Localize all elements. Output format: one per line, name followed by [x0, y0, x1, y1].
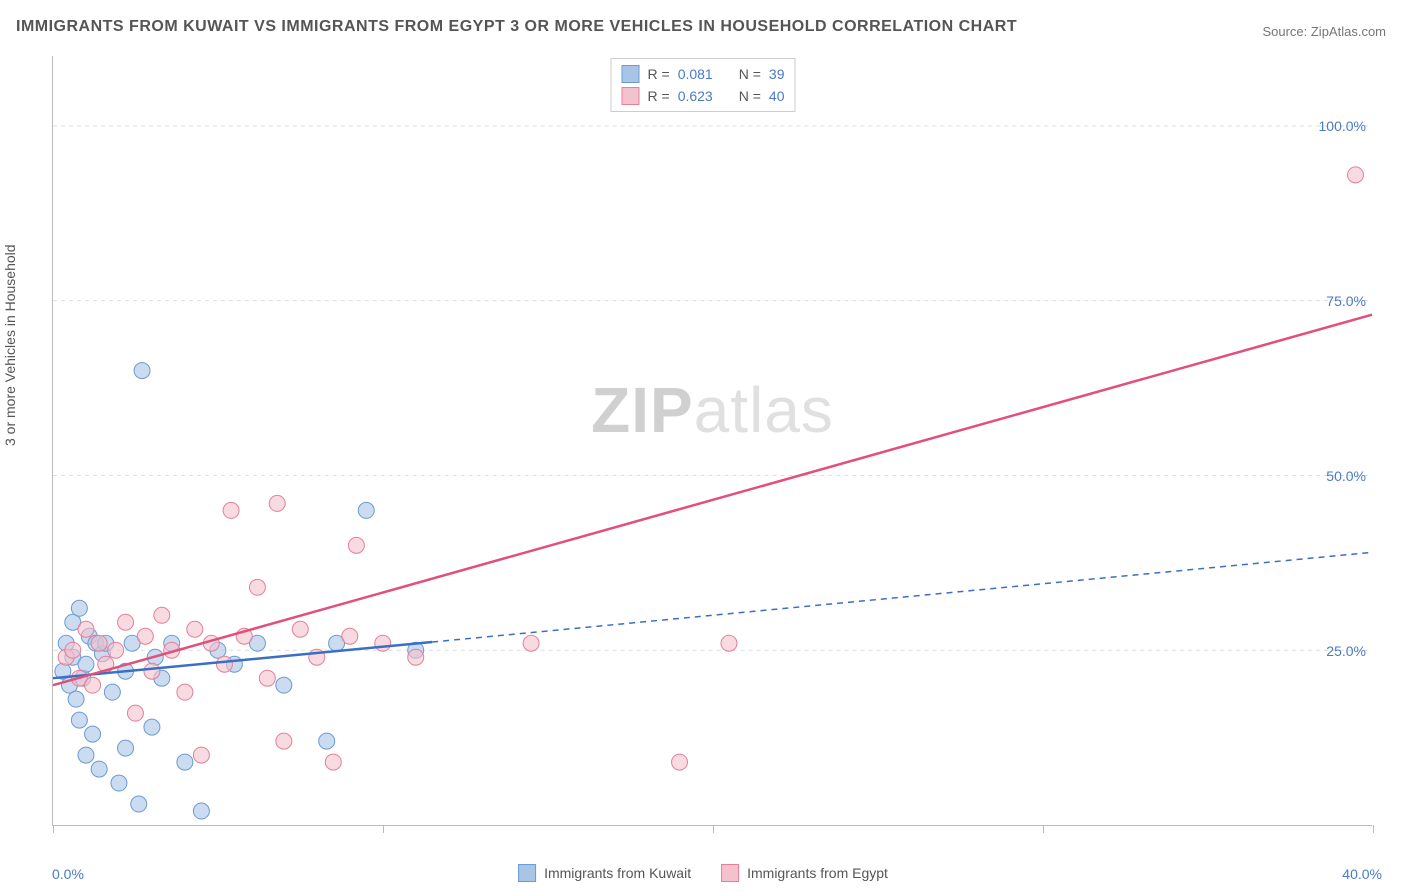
legend-row-egypt: R = 0.623 N = 40 — [622, 85, 785, 107]
data-point — [721, 635, 737, 651]
data-point — [269, 495, 285, 511]
legend-swatch-egypt-icon — [721, 864, 739, 882]
data-point — [91, 635, 107, 651]
data-point — [177, 754, 193, 770]
x-tick — [383, 825, 384, 833]
plot-svg — [53, 56, 1372, 825]
data-point — [523, 635, 539, 651]
data-point — [118, 740, 134, 756]
x-tick — [1373, 825, 1374, 833]
legend-swatch-kuwait — [622, 65, 640, 83]
x-tick — [53, 825, 54, 833]
x-axis-max-label: 40.0% — [1342, 866, 1382, 882]
data-point — [249, 579, 265, 595]
data-point — [104, 684, 120, 700]
chart-title: IMMIGRANTS FROM KUWAIT VS IMMIGRANTS FRO… — [16, 18, 1017, 36]
y-tick-label: 75.0% — [1326, 293, 1366, 309]
data-point — [223, 502, 239, 518]
data-point — [193, 747, 209, 763]
data-point — [276, 677, 292, 693]
n-value-egypt: 40 — [769, 88, 785, 104]
data-point — [78, 747, 94, 763]
data-point — [108, 642, 124, 658]
legend-item-egypt: Immigrants from Egypt — [721, 864, 888, 882]
data-point — [71, 712, 87, 728]
legend-item-kuwait: Immigrants from Kuwait — [518, 864, 691, 882]
data-point — [358, 502, 374, 518]
data-point — [348, 537, 364, 553]
legend-label-kuwait: Immigrants from Kuwait — [544, 865, 691, 881]
data-point — [672, 754, 688, 770]
data-point — [85, 726, 101, 742]
data-point — [85, 677, 101, 693]
r-value-egypt: 0.623 — [678, 88, 713, 104]
plot-area: ZIPatlas 25.0%50.0%75.0%100.0% — [52, 56, 1372, 826]
legend-row-kuwait: R = 0.081 N = 39 — [622, 63, 785, 85]
data-point — [193, 803, 209, 819]
data-point — [68, 691, 84, 707]
y-tick-label: 50.0% — [1326, 468, 1366, 484]
data-point — [134, 363, 150, 379]
data-point — [292, 621, 308, 637]
chart-container: IMMIGRANTS FROM KUWAIT VS IMMIGRANTS FRO… — [0, 0, 1406, 892]
source-label: Source: ZipAtlas.com — [1262, 24, 1386, 39]
y-tick-label: 100.0% — [1319, 118, 1366, 134]
data-point — [144, 719, 160, 735]
y-axis-label: 3 or more Vehicles in Household — [2, 244, 18, 446]
data-point — [325, 754, 341, 770]
data-point — [144, 663, 160, 679]
legend-label-egypt: Immigrants from Egypt — [747, 865, 888, 881]
n-value-kuwait: 39 — [769, 66, 785, 82]
data-point — [187, 621, 203, 637]
r-label: R = — [648, 66, 670, 82]
data-point — [137, 628, 153, 644]
data-point — [71, 600, 87, 616]
data-point — [259, 670, 275, 686]
data-point — [78, 621, 94, 637]
trend-line-dashed — [432, 552, 1372, 642]
data-point — [154, 607, 170, 623]
data-point — [118, 614, 134, 630]
x-tick — [713, 825, 714, 833]
x-tick — [1043, 825, 1044, 833]
data-point — [111, 775, 127, 791]
data-point — [216, 656, 232, 672]
correlation-legend: R = 0.081 N = 39 R = 0.623 N = 40 — [611, 58, 796, 112]
data-point — [408, 649, 424, 665]
data-point — [131, 796, 147, 812]
data-point — [127, 705, 143, 721]
series-legend: Immigrants from Kuwait Immigrants from E… — [518, 864, 888, 882]
data-point — [65, 642, 81, 658]
data-point — [276, 733, 292, 749]
data-point — [91, 761, 107, 777]
r-value-kuwait: 0.081 — [678, 66, 713, 82]
n-label: N = — [739, 88, 761, 104]
x-axis-min-label: 0.0% — [52, 866, 84, 882]
data-point — [1348, 167, 1364, 183]
legend-swatch-egypt — [622, 87, 640, 105]
trend-line-solid — [53, 315, 1372, 686]
n-label: N = — [739, 66, 761, 82]
data-point — [375, 635, 391, 651]
data-point — [177, 684, 193, 700]
r-label: R = — [648, 88, 670, 104]
legend-swatch-kuwait-icon — [518, 864, 536, 882]
y-tick-label: 25.0% — [1326, 643, 1366, 659]
data-point — [342, 628, 358, 644]
data-point — [319, 733, 335, 749]
